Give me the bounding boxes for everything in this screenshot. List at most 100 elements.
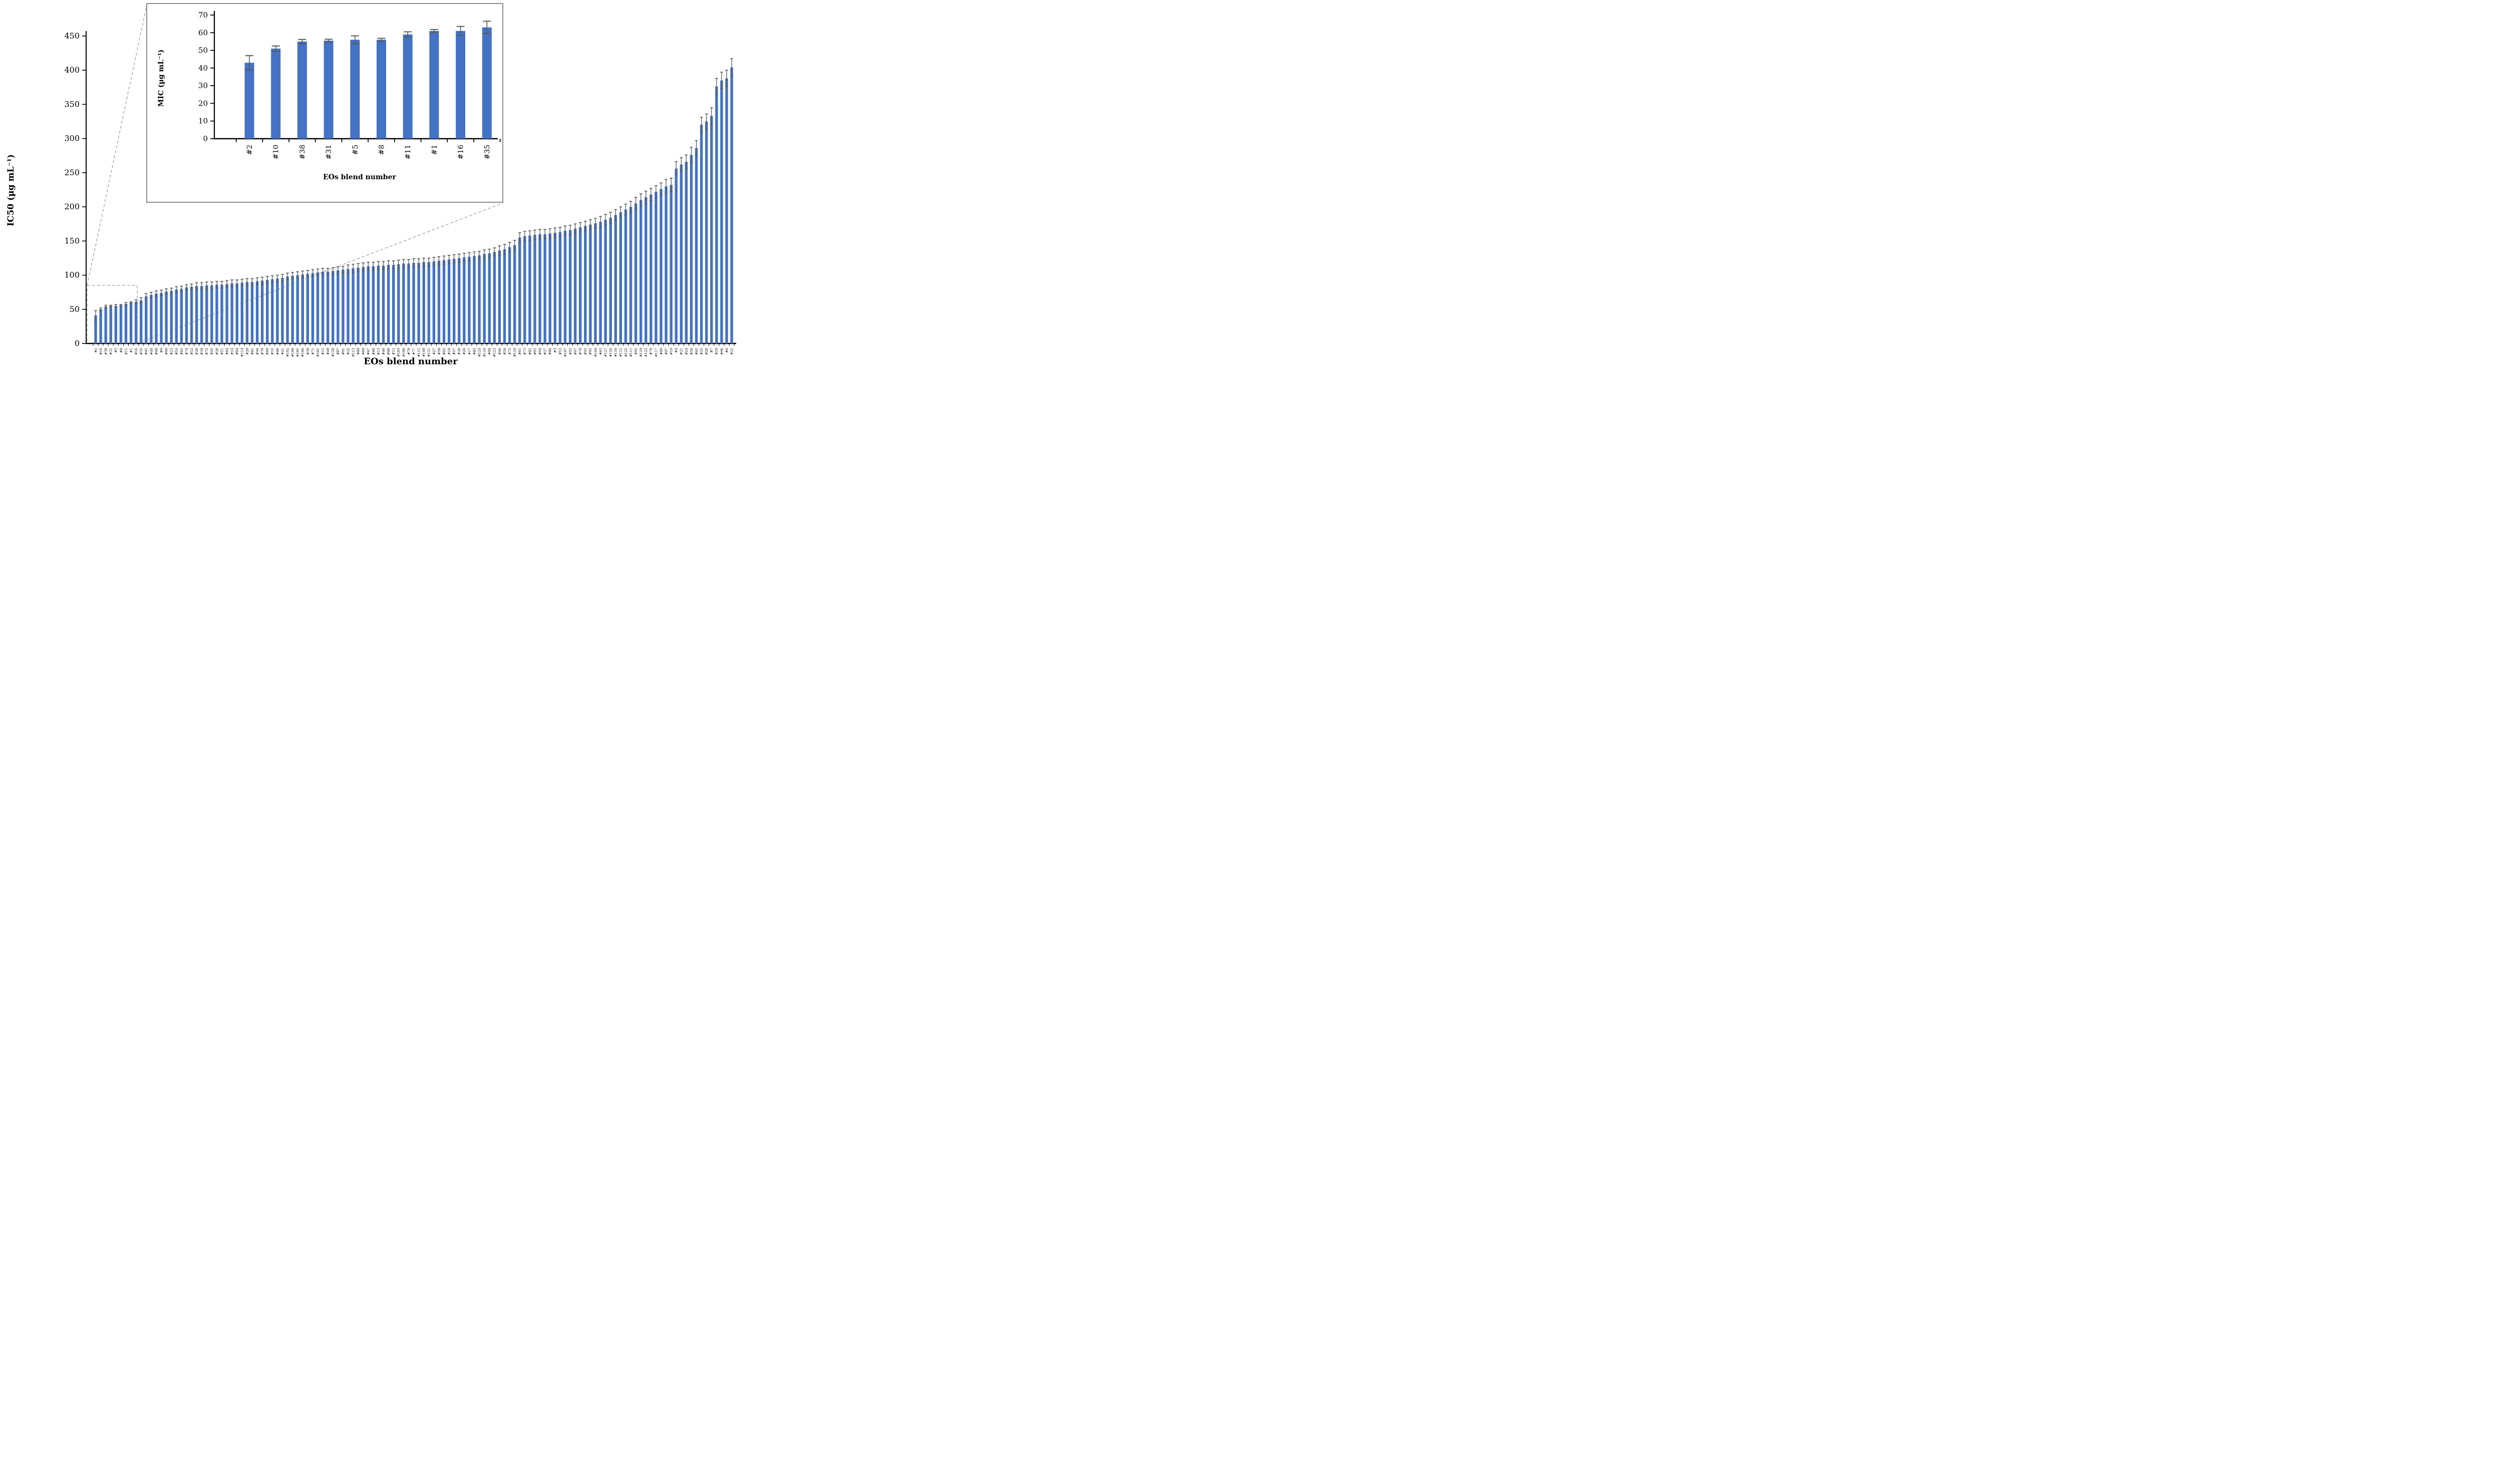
- main-x-tick-label: #23: [170, 348, 174, 355]
- inset-x-tick-label: #16: [457, 145, 465, 160]
- main-x-tick-label: #36: [457, 348, 461, 355]
- main-x-tick-label: #83: [442, 348, 446, 355]
- main-x-tick-label: #126: [609, 348, 613, 357]
- bar: [463, 257, 466, 343]
- main-x-tick-label: #58: [503, 348, 507, 355]
- main-x-tick-label: #52: [190, 348, 194, 355]
- main-x-tick-label: #77: [412, 348, 416, 355]
- main-x-tick-label: #25: [700, 348, 704, 355]
- bar: [407, 263, 410, 343]
- main-x-tick-label: #96: [720, 348, 724, 355]
- bar: [437, 260, 441, 343]
- bar: [185, 287, 188, 343]
- bar: [244, 63, 254, 139]
- bar: [594, 223, 597, 343]
- bar: [493, 252, 496, 343]
- bar: [645, 197, 648, 343]
- main-x-tick-label: #8: [119, 348, 123, 353]
- bar: [124, 303, 128, 343]
- main-x-tick-label: #122: [644, 348, 648, 357]
- bar: [99, 309, 102, 343]
- main-x-tick-label: #119: [639, 348, 643, 357]
- bar: [205, 285, 208, 343]
- main-x-tick-label: #118: [513, 348, 517, 357]
- bar: [599, 222, 602, 343]
- main-x-tick-label: #64: [235, 348, 239, 355]
- main-x-tick-label: #10: [99, 348, 103, 355]
- main-x-tick-label: #99: [165, 348, 169, 355]
- bar: [473, 256, 476, 343]
- bar: [665, 186, 668, 343]
- main-y-tick-label: 0: [75, 338, 80, 348]
- main-x-tick-label: #89: [659, 348, 663, 355]
- main-x-tick-label: #48: [149, 348, 153, 355]
- main-x-tick-label: #88: [387, 348, 391, 355]
- main-x-tick-label: #87: [336, 348, 340, 355]
- main-x-tick-label: #60: [362, 348, 366, 355]
- zoom-callout-line: [137, 203, 503, 344]
- main-x-tick-label: #59: [715, 348, 719, 355]
- bar: [518, 237, 521, 343]
- inset-chart: 0 10 20 30 40 50 60 70 #2 #10 #38 #31 #5 #8 #11 #1 #16 #3…: [146, 3, 503, 203]
- bar: [372, 266, 375, 343]
- bar: [397, 264, 400, 343]
- bar: [195, 286, 198, 343]
- bar: [456, 31, 466, 139]
- bar: [468, 256, 471, 343]
- inset-x-tick-label: #5: [352, 145, 360, 155]
- bar: [670, 185, 673, 343]
- main-x-tick-label: #85: [472, 348, 476, 355]
- main-x-tick-label: #114: [240, 348, 244, 357]
- main-x-tick-label: #79: [649, 348, 653, 355]
- bar: [429, 31, 439, 139]
- main-x-tick-label: #115: [417, 348, 421, 357]
- main-x-tick-label: #50: [437, 348, 441, 355]
- main-x-tick-label: #78: [407, 348, 411, 355]
- bar: [660, 189, 663, 343]
- main-x-tick-label: #51: [220, 348, 224, 355]
- bar: [347, 269, 350, 343]
- main-x-tick-label: #110: [483, 348, 487, 357]
- main-x-tick-label: #31: [109, 348, 113, 355]
- inset-x-tick-label: #11: [404, 145, 412, 160]
- bar: [513, 245, 516, 343]
- bar: [332, 271, 335, 343]
- bar: [220, 284, 223, 343]
- bar: [710, 116, 713, 343]
- bar: [508, 247, 511, 343]
- main-y-tick-label: 400: [64, 65, 80, 75]
- main-y-tick-label: 50: [70, 304, 80, 314]
- bar: [235, 283, 238, 343]
- bar: [675, 168, 678, 343]
- bar: [321, 271, 325, 343]
- main-x-tick-label: #6: [725, 348, 729, 353]
- bar: [150, 295, 153, 343]
- bar: [301, 274, 304, 343]
- inset-x-tick-label: #2: [246, 145, 254, 155]
- main-x-tick-label: #26: [462, 348, 466, 355]
- main-x-tick-label: #68: [154, 348, 158, 355]
- main-x-tick-label: #35: [139, 348, 143, 355]
- main-x-tick-label: #63: [598, 348, 602, 355]
- main-x-tick-label: #30: [215, 348, 219, 355]
- main-x-tick-label: #12: [392, 348, 396, 355]
- main-x-tick-label: #4: [675, 348, 679, 353]
- main-x-tick-label: #105: [296, 348, 300, 357]
- bar: [377, 265, 380, 343]
- inset-x-tick-label: #10: [272, 145, 280, 160]
- bar: [382, 265, 385, 343]
- main-x-tick-label: #15: [321, 348, 325, 355]
- bar: [720, 80, 723, 343]
- main-x-tick-label: #94: [538, 348, 542, 355]
- inset-x-tick-label: #1: [431, 145, 439, 155]
- bar: [337, 270, 340, 343]
- main-x-tick-label: #98: [488, 348, 492, 355]
- bar: [324, 41, 334, 139]
- bar: [180, 288, 183, 343]
- main-x-axis-title: EOs blend number: [364, 356, 458, 367]
- bar: [523, 236, 526, 343]
- bar: [558, 232, 562, 343]
- main-x-tick-label: #75: [508, 348, 512, 355]
- bar: [94, 315, 97, 343]
